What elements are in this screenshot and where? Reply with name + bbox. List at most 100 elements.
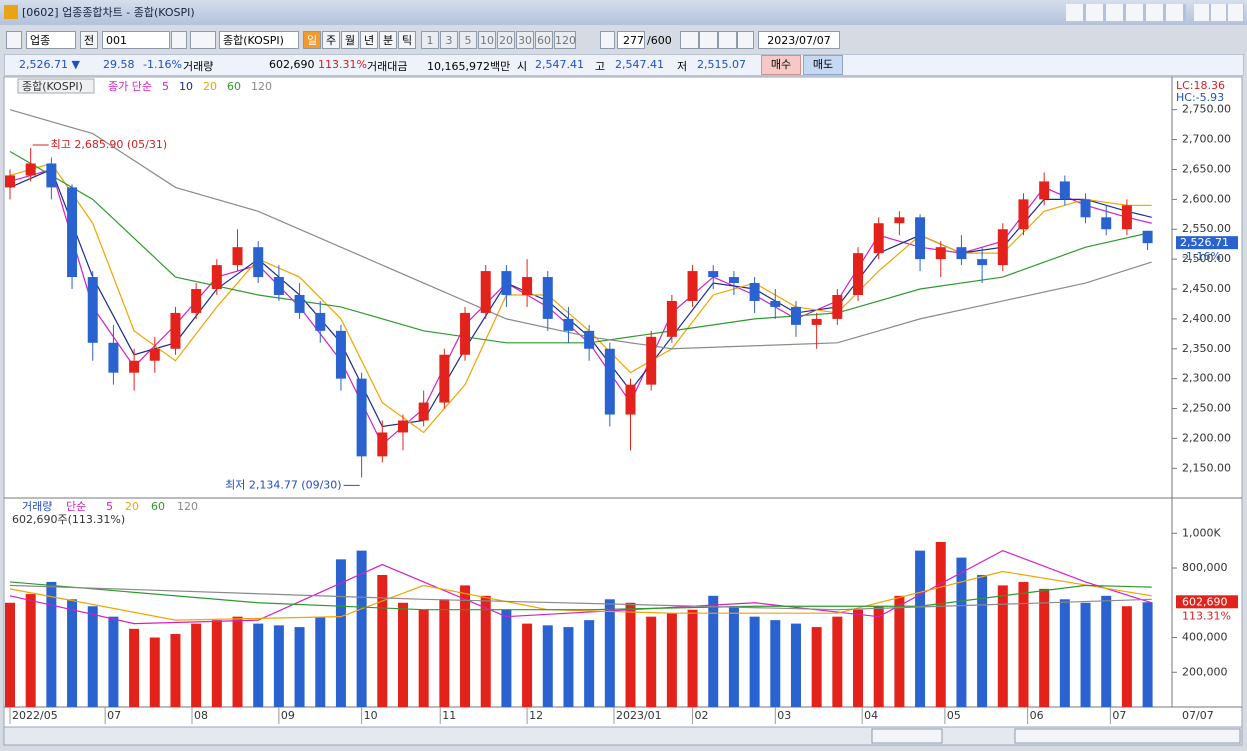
candle-body: [87, 277, 98, 343]
legend-entry: 5: [162, 80, 169, 93]
x-tick-label: 11: [442, 709, 456, 722]
volume-bar: [1059, 599, 1070, 707]
x-tick-label: 2023/01: [616, 709, 662, 722]
period-button[interactable]: 월: [341, 31, 359, 49]
candle-body: [460, 312, 471, 355]
volume-bar: [853, 609, 864, 707]
candle-body: [1080, 199, 1091, 218]
x-tick-label: 04: [864, 709, 878, 722]
volume-bar: [666, 613, 677, 707]
volume-bar: [687, 609, 698, 707]
volume-bar: [439, 599, 450, 707]
volume-bar: [542, 625, 553, 707]
period-button[interactable]: 틱: [398, 31, 416, 49]
period-button[interactable]: 주: [322, 31, 340, 49]
volume-bar: [915, 550, 926, 707]
y-tick-label: 2,350.00: [1182, 342, 1231, 355]
candle-body: [790, 306, 801, 325]
period-button[interactable]: 5: [459, 31, 477, 49]
candle-body: [563, 318, 574, 331]
count-input[interactable]: 277: [617, 31, 645, 49]
volume-rate: 113.31%: [318, 58, 367, 71]
period-button[interactable]: 10: [478, 31, 496, 49]
legend-entry: 20: [125, 500, 139, 513]
x-tick-label: 02: [695, 709, 709, 722]
period-button[interactable]: 년: [360, 31, 378, 49]
volume-bar: [87, 606, 98, 707]
candle-body: [335, 330, 346, 379]
candle-body: [1101, 217, 1112, 230]
candle-body: [853, 253, 864, 295]
period-button[interactable]: 20: [497, 31, 515, 49]
volume-bar: [790, 623, 801, 707]
y-tick-label: 2,150.00: [1182, 461, 1231, 474]
volume: 602,690: [269, 58, 315, 71]
y-tick-label: 2,500.00: [1182, 252, 1231, 265]
legend-title: 거래량: [22, 500, 52, 513]
buy-button[interactable]: 매수: [761, 55, 801, 75]
end-date-label: 07/07: [1182, 709, 1214, 722]
zoom-buttons[interactable]: [1014, 728, 1241, 744]
candle-body: [894, 217, 905, 224]
icon-button[interactable]: [6, 31, 22, 49]
y-tick-label: 2,200.00: [1182, 431, 1231, 444]
code-input[interactable]: 001: [102, 31, 170, 49]
candle-body: [1142, 230, 1153, 244]
window-controls[interactable]: [1194, 4, 1244, 21]
lc-label: LC:18.36: [1176, 79, 1225, 92]
candle-body: [418, 402, 429, 421]
amount: 10,165,972백만: [427, 60, 511, 73]
sound-button[interactable]: [190, 31, 216, 49]
x-tick-label: 03: [777, 709, 791, 722]
volume-bar: [1142, 602, 1153, 707]
tool-buttons[interactable]: [680, 31, 754, 49]
volume-bar: [5, 602, 15, 707]
volume-bar: [1101, 595, 1112, 707]
window-tools[interactable]: [1066, 4, 1186, 21]
period-button[interactable]: 분: [379, 31, 397, 49]
volume-bar: [1039, 588, 1050, 707]
low-label: 저: [677, 60, 688, 73]
period-button[interactable]: 60: [535, 31, 553, 49]
volume-label: 거래량: [183, 60, 214, 73]
y-tick-label: 2,600.00: [1182, 192, 1231, 205]
open: 2,547.41: [535, 58, 584, 71]
volume-bar: [935, 541, 946, 707]
volume-bar: [315, 616, 326, 707]
candle-body: [625, 384, 636, 415]
moving-average-line: [9, 584, 1152, 611]
candle-body: [232, 247, 243, 266]
title-bar: [0602] 업종종합차트 - 종합(KOSPI): [0, 0, 1247, 25]
volume-bar: [811, 627, 822, 707]
volume-bar: [25, 594, 36, 707]
dropdown[interactable]: [600, 31, 615, 49]
volume-bar: [211, 620, 222, 707]
period-button[interactable]: 30: [516, 31, 534, 49]
candle-body: [108, 342, 119, 373]
candle-body: [1039, 181, 1050, 200]
period-button[interactable]: 1: [421, 31, 439, 49]
candle-body: [666, 300, 677, 337]
date-input[interactable]: 2023/07/07: [758, 31, 840, 49]
market-select[interactable]: 업종: [26, 31, 76, 49]
volume-bar: [1121, 606, 1132, 707]
candle-body: [728, 277, 739, 284]
volume-bar: [770, 620, 781, 707]
period-button[interactable]: 120: [554, 31, 576, 49]
x-tick-label: 05: [947, 709, 961, 722]
volume-bar: [522, 623, 533, 707]
period-button[interactable]: 일: [303, 31, 321, 49]
candle-body: [25, 163, 36, 176]
low: 2,515.07: [697, 58, 746, 71]
period-button[interactable]: 3: [440, 31, 458, 49]
search-button[interactable]: [171, 31, 187, 49]
legend-entry: 120: [177, 500, 198, 513]
volume-bar: [273, 625, 284, 707]
sell-button[interactable]: 매도: [803, 55, 843, 75]
candle-body: [170, 312, 181, 349]
volume-bar: [232, 616, 243, 707]
volume-bar: [356, 550, 367, 707]
candle-body: [997, 229, 1008, 266]
scroll-buttons[interactable]: [871, 728, 943, 744]
all-button[interactable]: 전: [80, 31, 98, 49]
